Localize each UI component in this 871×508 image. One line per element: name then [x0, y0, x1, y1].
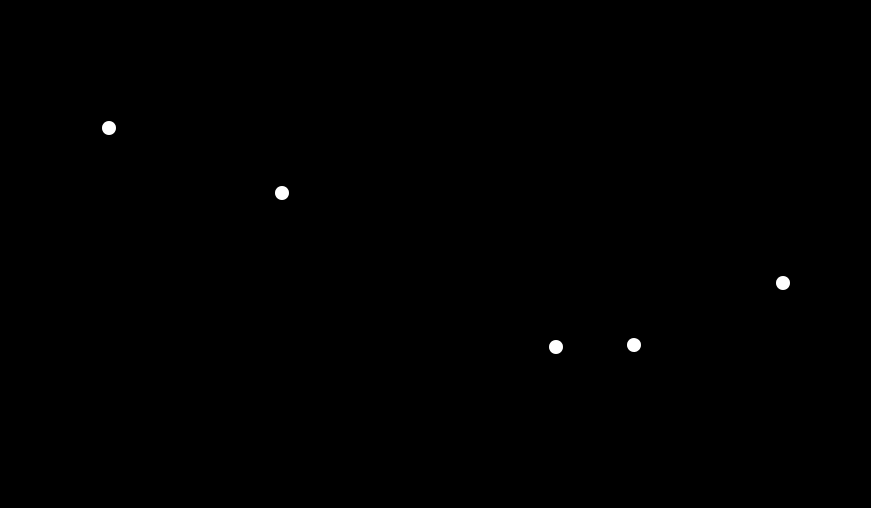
scatter-point-4	[776, 276, 790, 290]
scatter-point-1	[275, 186, 289, 200]
scatter-point-0	[102, 121, 116, 135]
scatter-plot	[0, 0, 871, 508]
scatter-point-2	[549, 340, 563, 354]
scatter-point-3	[627, 338, 641, 352]
